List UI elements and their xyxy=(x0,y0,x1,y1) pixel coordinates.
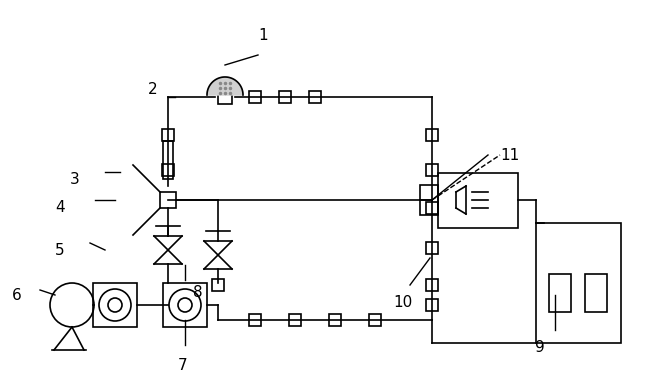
Bar xyxy=(585,274,607,312)
Text: 1: 1 xyxy=(258,28,268,43)
Text: 8: 8 xyxy=(193,285,203,300)
Text: 6: 6 xyxy=(12,288,22,303)
Bar xyxy=(162,164,174,176)
Bar xyxy=(535,223,620,343)
Text: 10: 10 xyxy=(393,295,412,310)
Text: 4: 4 xyxy=(55,200,64,215)
Bar xyxy=(426,279,438,291)
Text: 9: 9 xyxy=(535,340,544,355)
Bar xyxy=(160,192,176,208)
Bar xyxy=(289,314,301,326)
Bar xyxy=(163,141,173,179)
Bar xyxy=(249,314,261,326)
Text: 5: 5 xyxy=(55,243,64,258)
Bar xyxy=(369,314,381,326)
Bar xyxy=(162,129,174,141)
Bar xyxy=(93,283,137,327)
Bar xyxy=(420,185,438,215)
Bar xyxy=(249,91,261,103)
Bar xyxy=(163,283,207,327)
Bar xyxy=(438,173,518,227)
Bar xyxy=(426,202,438,214)
Text: 3: 3 xyxy=(70,172,80,187)
Bar xyxy=(426,129,438,141)
Bar xyxy=(426,164,438,176)
Bar xyxy=(426,242,438,254)
Bar xyxy=(549,274,571,312)
Text: 7: 7 xyxy=(178,358,188,373)
Bar xyxy=(212,279,224,291)
Polygon shape xyxy=(207,77,243,95)
Bar xyxy=(329,314,341,326)
Bar xyxy=(218,90,232,104)
Bar xyxy=(426,299,438,311)
Text: 11: 11 xyxy=(500,148,519,163)
Bar xyxy=(309,91,321,103)
Bar xyxy=(279,91,291,103)
Text: 2: 2 xyxy=(148,82,157,97)
